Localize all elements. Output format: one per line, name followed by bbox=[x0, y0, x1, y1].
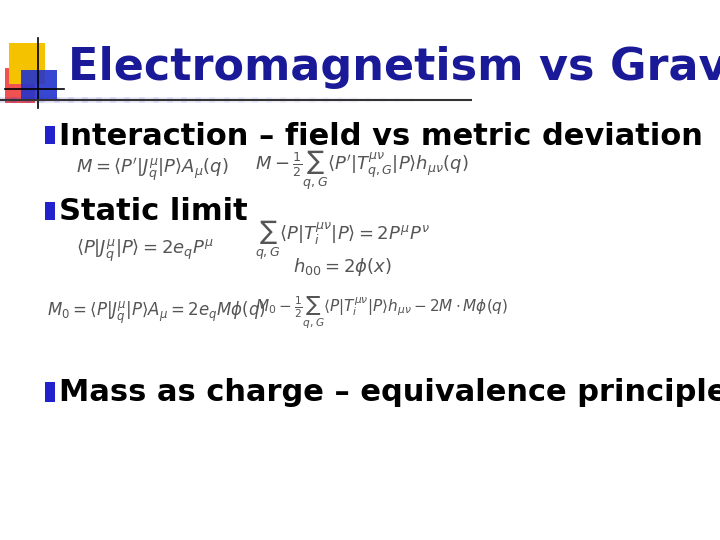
FancyBboxPatch shape bbox=[22, 70, 57, 100]
Text: $M_0 - \frac{1}{2}\sum_{q,G}\langle P | T_i^{\mu\nu} | P \rangle h_{\mu\nu} - 2M: $M_0 - \frac{1}{2}\sum_{q,G}\langle P | … bbox=[255, 295, 508, 332]
Text: Static limit: Static limit bbox=[59, 197, 248, 226]
Text: $M - \frac{1}{2}\sum_{q,G}\langle P^\prime | T_{q,G}^{\mu\nu} | P \rangle h_{\mu: $M - \frac{1}{2}\sum_{q,G}\langle P^\pri… bbox=[255, 148, 469, 192]
Text: Electromagnetism vs Gravity: Electromagnetism vs Gravity bbox=[68, 46, 720, 89]
Text: Mass as charge – equivalence principle: Mass as charge – equivalence principle bbox=[59, 378, 720, 407]
Text: $\sum_{q,G}\langle P | T_i^{\mu\nu} | P \rangle = 2P^\mu P^\nu$: $\sum_{q,G}\langle P | T_i^{\mu\nu} | P … bbox=[255, 219, 430, 262]
Text: Interaction – field vs metric deviation: Interaction – field vs metric deviation bbox=[59, 122, 703, 151]
Text: $\langle P | J_q^\mu | P \rangle = 2e_q P^\mu$: $\langle P | J_q^\mu | P \rangle = 2e_q … bbox=[76, 238, 213, 264]
Text: $h_{00} = 2\phi(x)$: $h_{00} = 2\phi(x)$ bbox=[293, 256, 391, 278]
FancyBboxPatch shape bbox=[45, 126, 55, 144]
FancyBboxPatch shape bbox=[5, 68, 35, 103]
FancyBboxPatch shape bbox=[45, 202, 55, 220]
Text: $M_0 = \langle P | J_q^\mu | P \rangle A_\mu = 2e_q M \phi(q)$: $M_0 = \langle P | J_q^\mu | P \rangle A… bbox=[48, 300, 266, 326]
FancyBboxPatch shape bbox=[9, 43, 45, 84]
Text: $M = \langle P^\prime | J_q^\mu | P \rangle A_\mu(q)$: $M = \langle P^\prime | J_q^\mu | P \ran… bbox=[76, 157, 228, 184]
FancyBboxPatch shape bbox=[45, 382, 55, 402]
